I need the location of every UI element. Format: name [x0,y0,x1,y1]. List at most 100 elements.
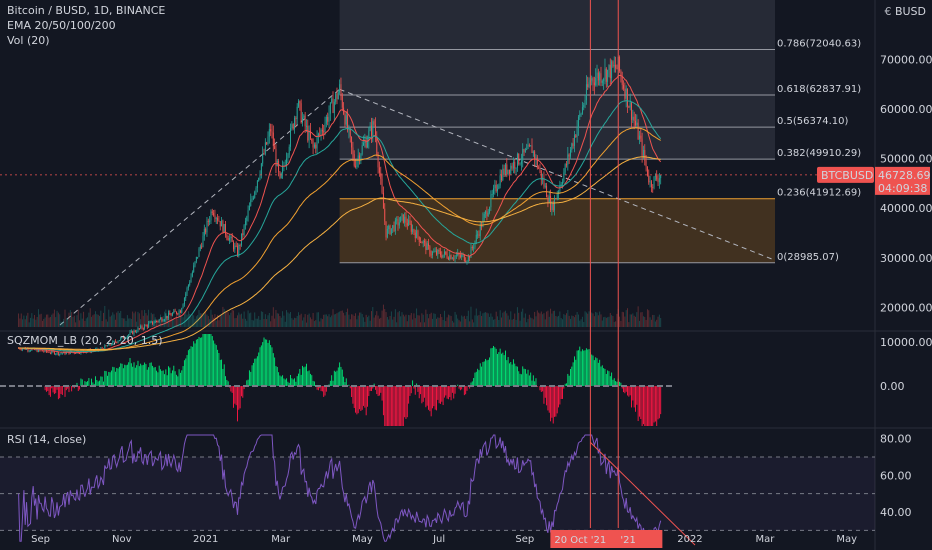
squeeze-bar [489,357,491,386]
squeeze-bar [612,379,614,386]
candle-body [489,207,491,213]
squeeze-bar [455,386,457,387]
squeeze-bar [510,361,512,386]
volume-bar [532,319,534,327]
volume-bar [608,316,610,327]
squeeze-bar [386,386,388,426]
candle-body [56,352,58,354]
squeeze-bar [271,347,273,386]
volume-bar [531,318,533,327]
squeeze-bar [250,371,252,386]
candle-body [49,352,51,354]
squeeze-bar [410,386,412,394]
candle-body [239,245,241,247]
squeeze-bar [292,379,294,386]
currency-label: BUSD [894,5,926,18]
volume-bar [465,318,467,327]
volume-bar [327,316,329,327]
squeeze-bar [546,386,548,406]
squeeze-momentum-label[interactable]: SQZMOM_LB (20, 2, 20, 1.5) [7,334,163,347]
price-axis-label: 40000.00 [880,202,932,215]
volume-bar [189,313,191,327]
volume-bar [632,313,634,327]
squeeze-bar [587,349,589,386]
volume-bar [69,310,71,327]
squeeze-bar [349,386,351,389]
ema-50-line [18,100,662,353]
squeeze-bar [45,386,47,392]
squeeze-bar [239,386,241,409]
volume-bar [552,311,554,327]
squeeze-bar [124,364,126,386]
candle-body [133,330,135,335]
candle-body [175,311,177,314]
volume-bar [96,314,98,327]
candle-body [246,217,248,221]
volume-bar [384,309,386,327]
candle-body [288,146,290,155]
ema-legend[interactable]: EMA 20/50/100/200 [7,19,116,32]
squeeze-bar [583,350,585,386]
squeeze-bar [267,342,269,386]
volume-bar [99,315,100,327]
volume-bar [235,318,237,327]
candle-body [645,160,647,167]
candle-body [209,220,211,222]
squeeze-bar [620,382,622,386]
squeeze-bar [316,386,318,390]
volume-bar [84,320,86,327]
volume-bar [463,315,465,327]
squeeze-bar [536,386,538,387]
volume-bar [47,314,49,327]
squeeze-bar [308,370,310,386]
volume-bar [183,313,185,327]
squeeze-bar [502,352,504,386]
currency-selector[interactable]: € BUSD [884,5,926,18]
candle-body [539,168,541,171]
volume-legend[interactable]: Vol (20) [7,34,50,47]
volume-bar [296,316,298,327]
squeeze-bar [653,386,655,423]
candle-body [352,147,354,155]
squeeze-bar [291,378,293,386]
squeeze-bar [158,365,160,386]
volume-bar [542,314,544,327]
rsi-label[interactable]: RSI (14, close) [7,433,87,446]
volume-bar [615,321,617,327]
candle-body [356,160,358,167]
candle-body [57,352,59,355]
candle-body [499,175,501,186]
candle-body [320,129,322,134]
volume-bar [439,314,441,327]
volume-bar [430,312,432,327]
squeeze-bar [259,347,261,386]
volume-bar [80,313,82,327]
squeeze-bar [390,386,392,426]
squeeze-bar [535,378,537,386]
squeeze-bar [84,381,86,386]
squeeze-bar [201,337,203,386]
volume-bar [443,310,445,327]
volume-bar [364,321,366,327]
volume-bar [125,320,127,327]
volume-bar [144,309,146,327]
volume-bar [535,316,537,327]
candle-body [376,137,378,154]
candle-body [132,331,134,335]
volume-bar [191,314,193,327]
volume-bar [575,314,577,327]
squeeze-bar [339,362,341,386]
candle-body [250,199,252,206]
candle-body [384,208,386,222]
fib-zone-golden [339,198,775,263]
volume-bar [447,314,449,327]
candle-body [361,145,363,155]
squeeze-bar [592,355,594,386]
candle-body [235,245,237,247]
symbol-legend[interactable]: Bitcoin / BUSD, 1D, BINANCE [7,4,166,17]
candle-body [27,348,29,351]
volume-bar [361,314,363,327]
squeeze-bar [88,378,90,386]
candle-body [205,228,207,233]
